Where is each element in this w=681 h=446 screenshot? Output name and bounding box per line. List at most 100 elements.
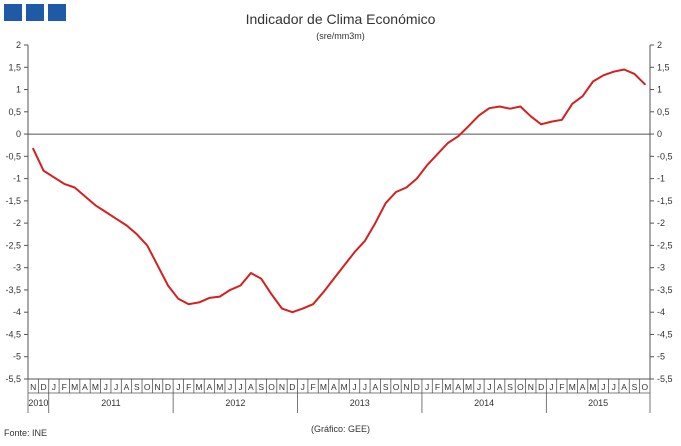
chart-title: Indicador de Clima Económico xyxy=(245,11,436,27)
y-tick-label-left: -3 xyxy=(13,263,21,273)
x-month-label: F xyxy=(62,382,67,392)
x-month-label: N xyxy=(30,382,36,392)
x-month-label: J xyxy=(176,382,180,392)
chart-subtitle: (sre/mm3m) xyxy=(316,31,365,41)
x-month-label: J xyxy=(549,382,553,392)
x-month-label: S xyxy=(258,382,264,392)
y-tick-label-right: 0,5 xyxy=(657,107,670,117)
y-tick-label-right: -3,5 xyxy=(657,285,673,295)
y-tick-label-left: -5,5 xyxy=(5,374,21,384)
y-tick-label-right: 2 xyxy=(657,40,662,50)
x-month-label: A xyxy=(580,382,586,392)
x-year-label: 2010 xyxy=(28,398,48,408)
logo xyxy=(4,4,66,21)
x-month-label: D xyxy=(289,382,295,392)
x-month-label: D xyxy=(538,382,544,392)
y-tick-label-left: -4 xyxy=(13,307,21,317)
x-year-label: 2013 xyxy=(350,398,370,408)
x-month-label: A xyxy=(372,382,378,392)
y-tick-label-left: 1 xyxy=(16,85,21,95)
y-tick-label-left: 1,5 xyxy=(8,62,21,72)
source-note: Fonte: INE xyxy=(4,428,48,438)
x-month-label: J xyxy=(363,382,367,392)
x-month-label: J xyxy=(104,382,108,392)
y-tick-label-right: -4,5 xyxy=(657,329,673,339)
x-month-label: J xyxy=(425,382,429,392)
x-month-label: S xyxy=(134,382,140,392)
x-month-label: M xyxy=(71,382,78,392)
y-tick-label-left: -3,5 xyxy=(5,285,21,295)
x-month-label: A xyxy=(331,382,337,392)
x-month-label: O xyxy=(268,382,275,392)
x-month-label: F xyxy=(435,382,440,392)
x-month-label: M xyxy=(589,382,596,392)
y-tick-label-left: -4,5 xyxy=(5,329,21,339)
x-month-label: F xyxy=(310,382,315,392)
x-month-label: D xyxy=(414,382,420,392)
x-month-label: F xyxy=(559,382,564,392)
y-tick-label-right: -4 xyxy=(657,307,665,317)
x-month-label: A xyxy=(621,382,627,392)
y-tick-label-left: -1,5 xyxy=(5,196,21,206)
y-tick-label-right: 0 xyxy=(657,129,662,139)
y-tick-label-left: 2 xyxy=(16,40,21,50)
x-month-label: M xyxy=(320,382,327,392)
x-month-label: A xyxy=(455,382,461,392)
x-month-label: M xyxy=(465,382,472,392)
x-month-label: S xyxy=(507,382,513,392)
x-month-label: N xyxy=(528,382,534,392)
y-tick-label-right: -5,5 xyxy=(657,374,673,384)
y-tick-label-right: -2 xyxy=(657,218,665,228)
y-tick-label-left: 0 xyxy=(16,129,21,139)
x-month-label: A xyxy=(207,382,213,392)
x-month-label: M xyxy=(92,382,99,392)
y-tick-label-right: -5 xyxy=(657,352,665,362)
y-tick-label-left: -2,5 xyxy=(5,240,21,250)
x-month-label: M xyxy=(216,382,223,392)
logo-block xyxy=(4,4,22,21)
x-year-label: 2011 xyxy=(101,398,120,408)
y-tick-label-left: 0,5 xyxy=(8,107,21,117)
x-month-label: N xyxy=(155,382,161,392)
x-month-label: D xyxy=(165,382,171,392)
x-month-label: J xyxy=(114,382,118,392)
x-month-label: J xyxy=(352,382,356,392)
x-month-label: J xyxy=(612,382,616,392)
x-month-label: O xyxy=(144,382,151,392)
y-tick-label-left: -0,5 xyxy=(5,151,21,161)
x-month-label: M xyxy=(569,382,576,392)
x-month-label: S xyxy=(632,382,638,392)
y-tick-label-right: -0,5 xyxy=(657,151,673,161)
x-month-label: M xyxy=(444,382,451,392)
x-year-label: 2014 xyxy=(474,398,494,408)
x-month-label: S xyxy=(383,382,389,392)
x-month-label: A xyxy=(82,382,88,392)
x-month-label: N xyxy=(279,382,285,392)
y-tick-label-left: -2 xyxy=(13,218,21,228)
y-tick-label-right: -1,5 xyxy=(657,196,673,206)
x-month-label: J xyxy=(601,382,605,392)
x-month-label: J xyxy=(228,382,232,392)
x-year-label: 2015 xyxy=(588,398,608,408)
x-month-label: F xyxy=(186,382,191,392)
x-month-label: M xyxy=(341,382,348,392)
x-month-label: O xyxy=(517,382,524,392)
x-month-label: A xyxy=(248,382,254,392)
x-month-label: J xyxy=(477,382,481,392)
x-month-label: J xyxy=(487,382,491,392)
logo-block xyxy=(48,4,66,21)
x-month-label: N xyxy=(403,382,409,392)
y-tick-label-right: 1,5 xyxy=(657,62,670,72)
logo-block xyxy=(26,4,44,21)
x-month-label: O xyxy=(642,382,649,392)
x-month-label: A xyxy=(497,382,503,392)
y-tick-label-right: -1 xyxy=(657,174,665,184)
graph-credit: (Gráfico: GEE) xyxy=(310,424,370,434)
y-tick-label-right: -2,5 xyxy=(657,240,673,250)
y-tick-label-left: -5 xyxy=(13,352,21,362)
y-tick-label-right: 1 xyxy=(657,85,662,95)
x-month-label: J xyxy=(238,382,242,392)
x-year-label: 2012 xyxy=(225,398,245,408)
x-month-label: D xyxy=(40,382,46,392)
